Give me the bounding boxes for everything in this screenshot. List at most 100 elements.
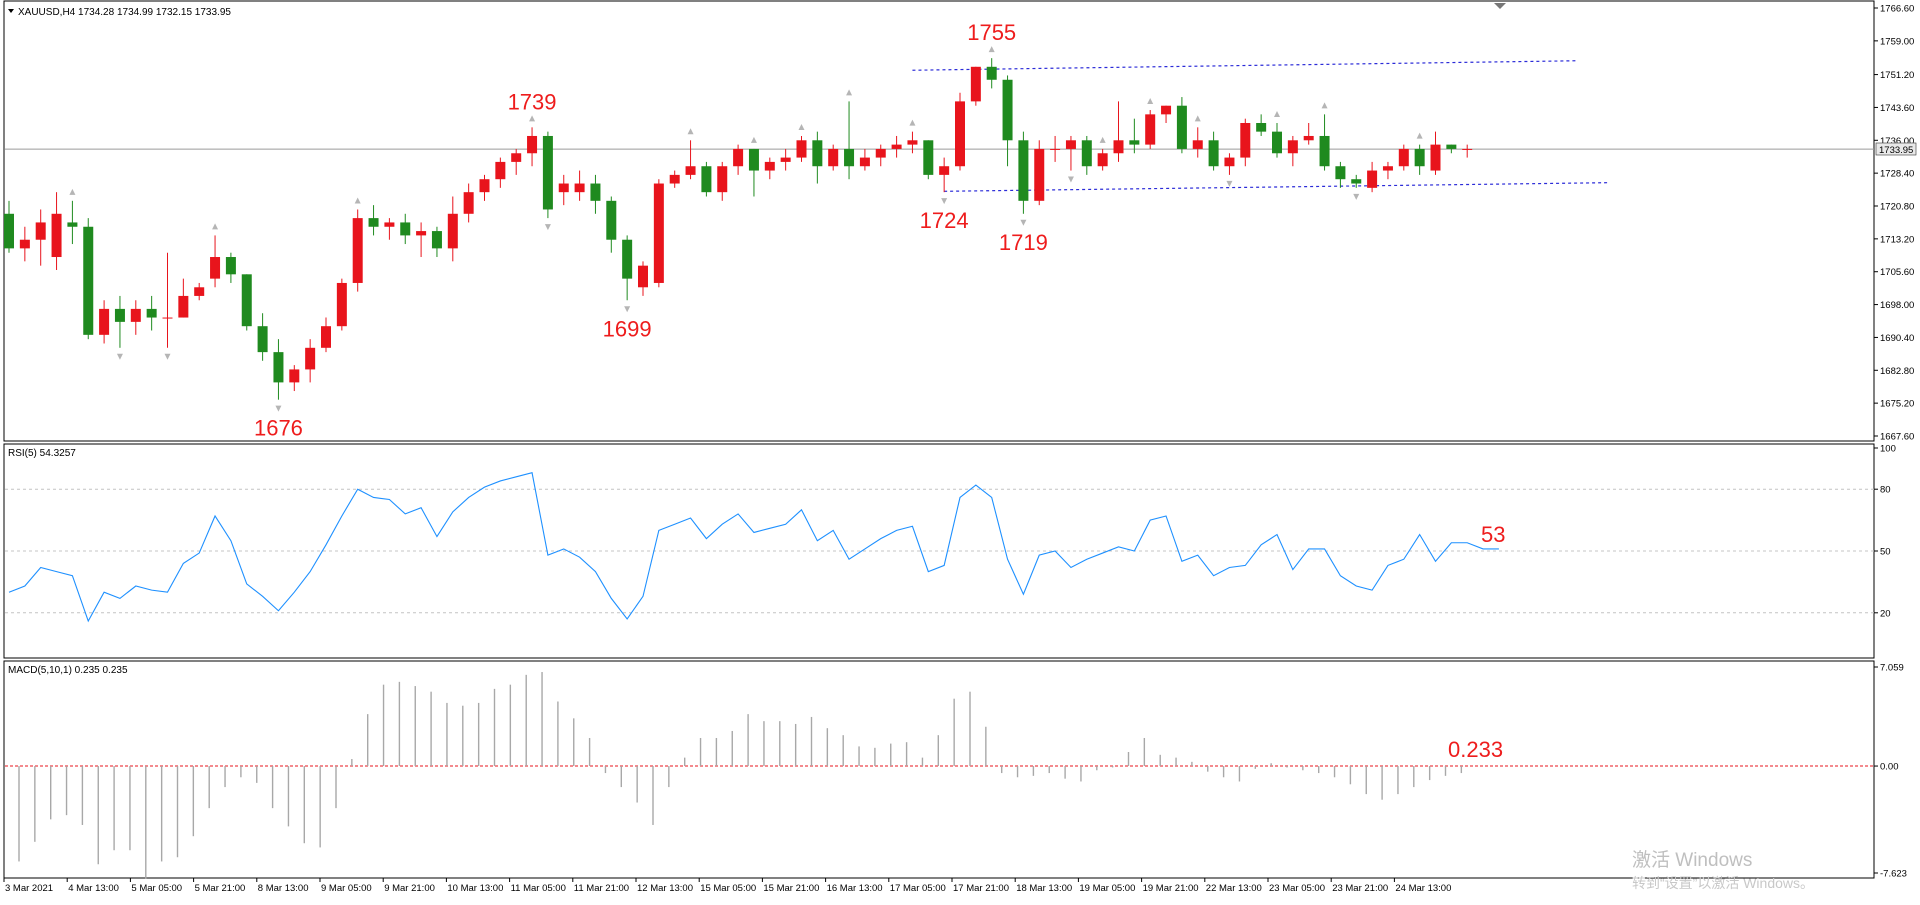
time-tick-label: 17 Mar 21:00 bbox=[953, 883, 1009, 894]
fractal-down-icon bbox=[1020, 219, 1027, 226]
time-tick-label: 11 Mar 05:00 bbox=[511, 883, 566, 894]
candle-body bbox=[764, 161, 775, 171]
candle-body bbox=[336, 282, 347, 327]
price-reference-lines bbox=[5, 60, 1874, 192]
chart-shift-marker-icon[interactable] bbox=[1494, 3, 1506, 9]
candle-body bbox=[495, 161, 506, 180]
candle-body bbox=[194, 287, 205, 296]
candle-body bbox=[400, 222, 411, 236]
fractal-up-icon bbox=[354, 197, 361, 204]
price-axis: 1766.60 1759.00 1751.20 1743.60 1736.00 1728.… bbox=[1874, 4, 1914, 443]
candle-body bbox=[83, 226, 94, 335]
fractal-down-icon bbox=[1353, 193, 1360, 200]
candle-body bbox=[1414, 148, 1425, 167]
candle-body bbox=[970, 66, 981, 102]
channel-line bbox=[912, 60, 1579, 71]
candle-body bbox=[590, 183, 601, 201]
candle-body bbox=[1145, 114, 1156, 145]
fractal-up-icon bbox=[69, 188, 76, 195]
candle-body bbox=[828, 148, 839, 167]
price-annotation-label: 1719 bbox=[999, 230, 1048, 255]
candle-body bbox=[701, 166, 712, 193]
price-tick-label: 1720.80 bbox=[1880, 202, 1914, 213]
rsi-axis: 100 80 50 20 bbox=[5, 444, 1896, 619]
rsi-tick-label: 80 bbox=[1880, 485, 1891, 496]
candle-body bbox=[1272, 131, 1282, 154]
candle-body bbox=[748, 148, 759, 171]
fractal-up-icon bbox=[212, 223, 219, 230]
candle-body bbox=[178, 295, 189, 318]
fractal-up-icon bbox=[687, 128, 694, 135]
fractal-down-icon bbox=[941, 198, 948, 205]
candle-body bbox=[1113, 140, 1124, 154]
time-tick-label: 16 Mar 13:00 bbox=[827, 883, 883, 894]
candle-body bbox=[558, 183, 569, 193]
macd-panel-title: MACD(5,10,1) 0.235 0.235 bbox=[8, 665, 128, 676]
candle-body bbox=[67, 222, 78, 227]
fractal-down-icon bbox=[164, 353, 171, 360]
candle-body bbox=[796, 140, 807, 158]
fractal-up-icon bbox=[846, 89, 853, 96]
time-tick-label: 8 Mar 13:00 bbox=[258, 883, 309, 894]
candle-body bbox=[1065, 140, 1076, 149]
candle-body bbox=[447, 213, 458, 249]
candle-body bbox=[1367, 170, 1378, 188]
candle-body bbox=[622, 239, 633, 279]
candle-body bbox=[1319, 135, 1330, 167]
candle-body bbox=[463, 192, 474, 214]
fractal-up-icon bbox=[798, 123, 805, 130]
fractal-up-icon bbox=[1321, 102, 1328, 109]
candle-body bbox=[479, 179, 490, 193]
time-tick-label: 24 Mar 13:00 bbox=[1395, 883, 1451, 894]
time-tick-label: 17 Mar 05:00 bbox=[890, 883, 946, 894]
price-annotation-label: 1676 bbox=[254, 416, 303, 441]
candle-body bbox=[939, 166, 950, 175]
price-annotation-label: 1755 bbox=[967, 20, 1016, 45]
price-tick-label: 1682.80 bbox=[1880, 366, 1914, 377]
candle-body bbox=[542, 135, 553, 210]
candle-body bbox=[1287, 140, 1298, 154]
candle-body bbox=[875, 148, 886, 158]
time-tick-label: 4 Mar 13:00 bbox=[68, 883, 119, 894]
price-tick-label: 1713.20 bbox=[1880, 234, 1914, 245]
candle-body bbox=[717, 166, 728, 193]
candle-body bbox=[1161, 105, 1172, 115]
candle-body bbox=[812, 140, 823, 167]
price-tick-label: 1698.00 bbox=[1880, 300, 1914, 311]
candle-body bbox=[780, 157, 791, 162]
candle-body bbox=[257, 326, 268, 353]
candle-body bbox=[1398, 148, 1409, 167]
price-tick-label: 1675.20 bbox=[1880, 399, 1914, 410]
candle-body bbox=[321, 326, 331, 348]
candle-body bbox=[527, 135, 538, 154]
candle-body bbox=[1034, 148, 1045, 201]
candle-body bbox=[1256, 122, 1267, 132]
candlestick-series bbox=[4, 58, 1473, 400]
time-tick-label: 12 Mar 13:00 bbox=[637, 883, 693, 894]
current-price-label: 1733.95 bbox=[1879, 145, 1913, 156]
candle-body bbox=[225, 257, 236, 275]
candle-body bbox=[416, 231, 427, 236]
candle-body bbox=[1081, 140, 1092, 167]
candle-body bbox=[241, 274, 252, 327]
activation-watermark-subtitle: 转到“设置”以激活 Windows。 bbox=[1632, 875, 1814, 891]
candle-body bbox=[606, 200, 617, 240]
candle-body bbox=[1097, 153, 1108, 167]
candle-body bbox=[1335, 166, 1346, 180]
time-tick-label: 5 Mar 05:00 bbox=[131, 883, 182, 894]
time-tick-label: 23 Mar 21:00 bbox=[1332, 883, 1388, 894]
candle-body bbox=[1240, 122, 1251, 158]
time-tick-label: 5 Mar 21:00 bbox=[195, 883, 246, 894]
time-tick-label: 19 Mar 21:00 bbox=[1143, 883, 1199, 894]
candle-body bbox=[907, 140, 918, 145]
price-annotation-label: 1739 bbox=[508, 89, 557, 114]
price-tick-label: 1743.60 bbox=[1880, 103, 1914, 114]
candle-body bbox=[733, 148, 744, 167]
rsi-series: 53 bbox=[8, 472, 1505, 623]
time-tick-label: 15 Mar 21:00 bbox=[763, 883, 819, 894]
menu-triangle-icon[interactable] bbox=[8, 9, 14, 13]
candle-body bbox=[1129, 140, 1140, 145]
candle-body bbox=[685, 166, 696, 175]
candle-body bbox=[1446, 144, 1457, 149]
